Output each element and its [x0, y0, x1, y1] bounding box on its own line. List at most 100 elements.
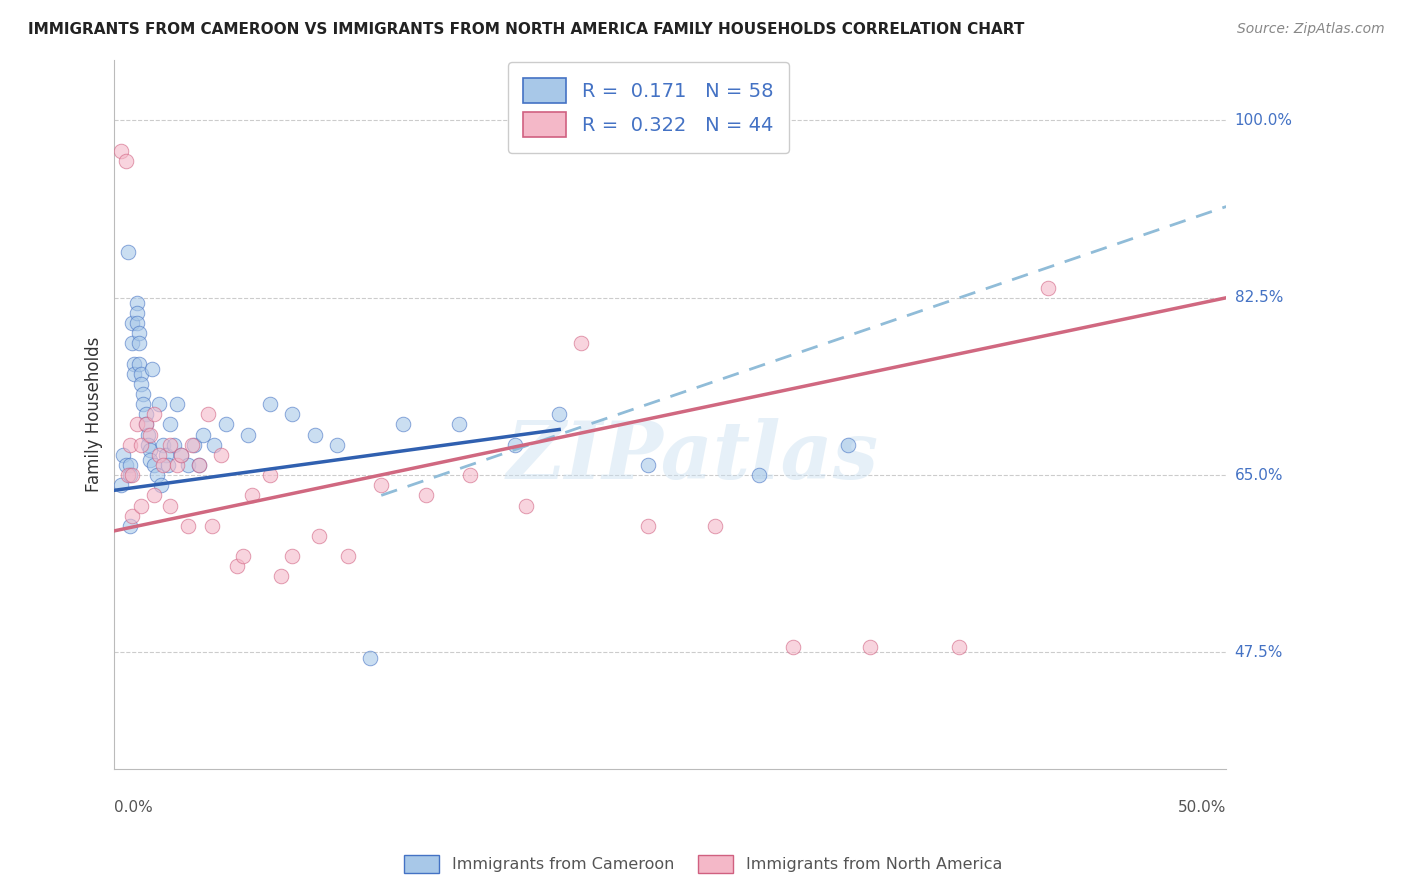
Point [136, 438, 159, 452]
Point [128, 357, 150, 371]
Point [370, 478, 392, 492]
Point [139, 453, 162, 467]
Point [503, 438, 526, 452]
Point [214, 417, 236, 432]
Text: ZIPatlas: ZIPatlas [506, 418, 879, 496]
Point [548, 407, 571, 421]
Point [121, 316, 143, 330]
Point [118, 438, 141, 452]
Point [308, 529, 330, 543]
Point [139, 442, 162, 457]
Point [110, 478, 132, 492]
Point [571, 336, 593, 351]
Point [170, 448, 193, 462]
Point [114, 458, 136, 472]
Text: 47.5%: 47.5% [1234, 645, 1282, 660]
Point [326, 438, 349, 452]
Legend: Immigrants from Cameroon, Immigrants from North America: Immigrants from Cameroon, Immigrants fro… [398, 848, 1008, 880]
Point [135, 417, 157, 432]
Point [159, 438, 181, 452]
Point [112, 448, 135, 462]
Text: IMMIGRANTS FROM CAMEROON VS IMMIGRANTS FROM NORTH AMERICA FAMILY HOUSEHOLDS CORR: IMMIGRANTS FROM CAMEROON VS IMMIGRANTS F… [28, 22, 1025, 37]
Point [304, 427, 326, 442]
Point [515, 499, 537, 513]
Point [148, 397, 170, 411]
Point [240, 488, 263, 502]
Point [159, 417, 181, 432]
Point [415, 488, 437, 502]
Point [209, 448, 232, 462]
Point [948, 640, 970, 655]
Point [132, 387, 155, 401]
Point [148, 448, 170, 462]
Point [859, 640, 882, 655]
Point [124, 367, 146, 381]
Point [152, 458, 174, 472]
Point [125, 417, 148, 432]
Point [336, 549, 359, 564]
Point [193, 427, 215, 442]
Point [449, 417, 471, 432]
Point [637, 458, 659, 472]
Point [129, 499, 152, 513]
Point [129, 438, 152, 452]
Text: 50.0%: 50.0% [1178, 799, 1226, 814]
Point [143, 488, 166, 502]
Point [139, 427, 162, 442]
Point [129, 367, 152, 381]
Legend: R =  0.171   N = 58, R =  0.322   N = 44: R = 0.171 N = 58, R = 0.322 N = 44 [508, 62, 789, 153]
Point [259, 468, 281, 483]
Point [204, 438, 226, 452]
Y-axis label: Family Households: Family Households [86, 336, 103, 492]
Point [232, 549, 254, 564]
Point [181, 438, 204, 452]
Point [156, 458, 179, 472]
Point [125, 306, 148, 320]
Point [110, 144, 132, 158]
Point [166, 458, 188, 472]
Point [201, 518, 224, 533]
Text: 65.0%: 65.0% [1234, 467, 1284, 483]
Point [125, 295, 148, 310]
Point [703, 518, 725, 533]
Point [152, 438, 174, 452]
Point [121, 336, 143, 351]
Text: 100.0%: 100.0% [1234, 113, 1292, 128]
Point [145, 468, 167, 483]
Point [392, 417, 415, 432]
Point [121, 508, 143, 523]
Point [183, 438, 205, 452]
Point [166, 397, 188, 411]
Text: 0.0%: 0.0% [114, 799, 153, 814]
Point [121, 468, 143, 483]
Point [141, 361, 163, 376]
Point [135, 417, 157, 432]
Point [281, 407, 304, 421]
Point [177, 458, 200, 472]
Point [170, 448, 193, 462]
Point [114, 153, 136, 168]
Point [143, 458, 166, 472]
Point [782, 640, 804, 655]
Point [135, 407, 157, 421]
Point [837, 438, 859, 452]
Point [187, 458, 209, 472]
Point [236, 427, 259, 442]
Point [124, 357, 146, 371]
Point [259, 397, 281, 411]
Point [187, 458, 209, 472]
Point [458, 468, 481, 483]
Point [225, 559, 247, 574]
Point [117, 468, 139, 483]
Text: Source: ZipAtlas.com: Source: ZipAtlas.com [1237, 22, 1385, 37]
Point [128, 326, 150, 341]
Point [159, 499, 181, 513]
Point [281, 549, 304, 564]
Point [118, 458, 141, 472]
Point [118, 468, 141, 483]
Point [197, 407, 219, 421]
Point [117, 245, 139, 260]
Point [118, 518, 141, 533]
Point [1038, 280, 1060, 294]
Point [128, 336, 150, 351]
